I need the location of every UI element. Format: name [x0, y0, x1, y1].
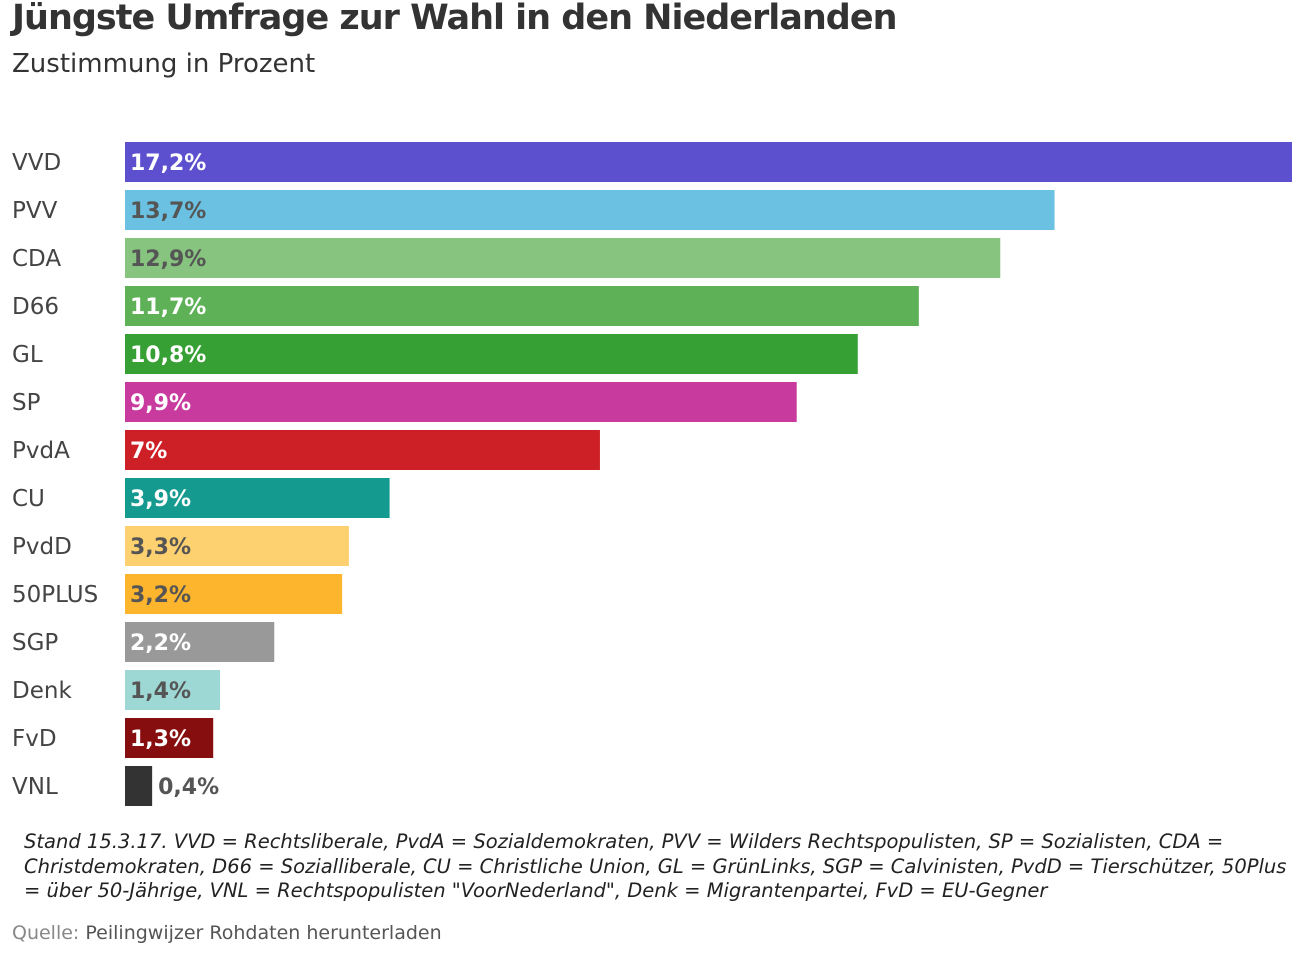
value-label-pvda: 7% — [130, 439, 167, 464]
value-label-cda: 12,9% — [130, 247, 206, 272]
bar-vvd[interactable] — [125, 142, 1292, 182]
bar-cu[interactable] — [125, 478, 390, 518]
category-label-sgp: SGP — [12, 630, 58, 656]
bar-cda[interactable] — [125, 238, 1001, 278]
category-label-fvd: FvD — [12, 726, 57, 752]
bar-50plus[interactable] — [125, 574, 343, 614]
bar-fvd[interactable] — [125, 718, 214, 758]
bar-denk[interactable] — [125, 670, 220, 710]
value-label-denk: 1,4% — [130, 679, 191, 704]
bar-d66[interactable] — [125, 286, 919, 326]
category-label-50plus: 50PLUS — [12, 582, 98, 608]
chart-subtitle: Zustimmung in Prozent — [12, 49, 316, 79]
source-label: Quelle: — [12, 922, 80, 944]
bar-pvv[interactable] — [125, 190, 1055, 230]
value-label-pvv: 13,7% — [130, 199, 206, 224]
value-label-fvd: 1,3% — [130, 727, 191, 752]
category-label-pvda: PvdA — [12, 438, 70, 464]
category-label-pvv: PVV — [12, 198, 58, 224]
bar-sgp[interactable] — [125, 622, 275, 662]
value-label-cu: 3,9% — [130, 487, 191, 512]
category-label-vvd: VVD — [12, 150, 61, 176]
value-label-sp: 9,9% — [130, 391, 191, 416]
value-label-gl: 10,8% — [130, 343, 206, 368]
bar-vnl[interactable] — [125, 766, 153, 806]
category-label-pvdd: PvdD — [12, 534, 72, 560]
value-label-pvdd: 3,3% — [130, 535, 191, 560]
category-label-cu: CU — [12, 486, 45, 512]
category-label-vnl: VNL — [12, 774, 58, 800]
source-line: Quelle: Peilingwijzer Rohdaten herunterl… — [12, 922, 442, 944]
value-label-d66: 11,7% — [130, 295, 206, 320]
category-label-cda: CDA — [12, 246, 61, 272]
bar-gl[interactable] — [125, 334, 858, 374]
bar-pvda[interactable] — [125, 430, 600, 470]
source-link[interactable]: Peilingwijzer Rohdaten herunterladen — [85, 922, 442, 944]
category-label-denk: Denk — [12, 678, 72, 704]
bar-chart: VVD 17,2% PVV 13,7% CDA 12,9% D66 11,7% GL 10,8% S… — [12, 142, 1292, 806]
bar-sp[interactable] — [125, 382, 797, 422]
value-label-vnl: 0,4% — [158, 775, 219, 800]
category-label-d66: D66 — [12, 294, 59, 320]
value-label-sgp: 2,2% — [130, 631, 191, 656]
chart-title: Jüngste Umfrage zur Wahl in den Niederla… — [12, 0, 897, 38]
category-label-gl: GL — [12, 342, 43, 368]
footnote: Stand 15.3.17. VVD = Rechtsliberale, Pvd… — [24, 830, 1287, 902]
bar-pvdd[interactable] — [125, 526, 349, 566]
category-label-sp: SP — [12, 390, 41, 416]
value-label-50plus: 3,2% — [130, 583, 191, 608]
value-label-vvd: 17,2% — [130, 151, 206, 176]
